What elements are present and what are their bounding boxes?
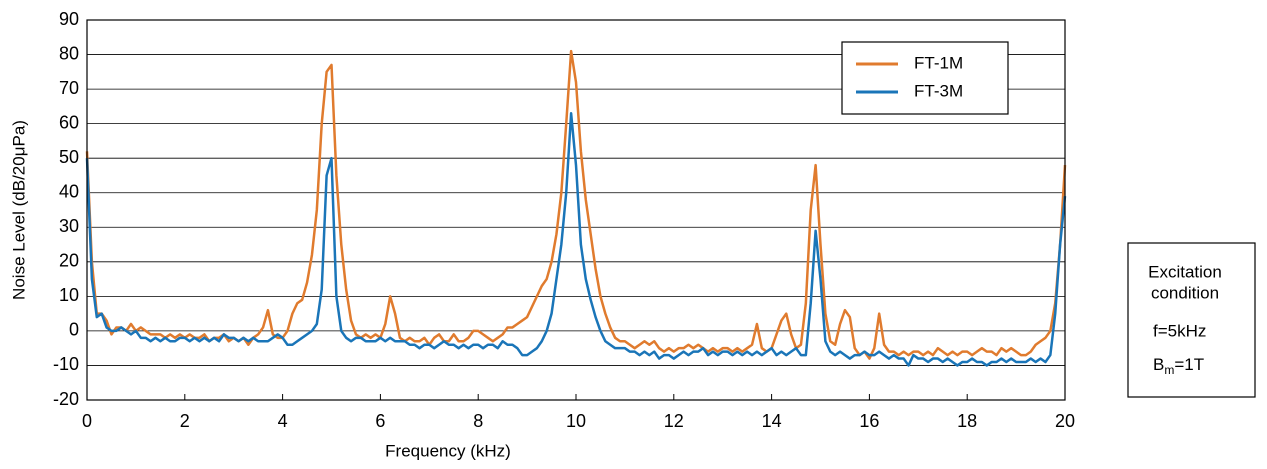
x-tick-label: 16: [859, 411, 879, 431]
legend-box: [841, 41, 1009, 115]
x-tick-label: 2: [180, 411, 190, 431]
x-tick-label: 20: [1055, 411, 1075, 431]
legend-label: FT-1M: [914, 53, 963, 72]
y-tick-label: 80: [59, 43, 79, 63]
annotation-text: f=5kHz: [1153, 321, 1206, 340]
annotation-base: B: [1153, 355, 1164, 374]
x-tick-label: 12: [664, 411, 684, 431]
y-axis-label: Noise Level (dB/20μPa): [9, 120, 28, 300]
annotation-box: [1127, 242, 1256, 398]
x-tick-label: 10: [566, 411, 586, 431]
annotation-rest: =1T: [1174, 355, 1204, 374]
y-tick-label: 60: [59, 112, 79, 132]
y-tick-label: 90: [59, 9, 79, 29]
annotation-text: Excitation: [1148, 262, 1222, 281]
y-tick-label: 30: [59, 216, 79, 236]
annotation-subscript: m: [1164, 363, 1174, 377]
series-line: [85, 112, 1067, 367]
y-tick-label: 20: [59, 251, 79, 271]
annotation-text: condition: [1151, 283, 1219, 302]
y-tick-label: -20: [53, 389, 79, 409]
x-tick-label: 18: [957, 411, 977, 431]
legend-label: FT-3M: [914, 81, 963, 100]
plot-frame: [86, 19, 1066, 401]
x-tick-label: 8: [473, 411, 483, 431]
x-axis-label: Frequency (kHz): [385, 441, 511, 460]
x-tick-label: 4: [278, 411, 288, 431]
y-tick-label: -10: [53, 354, 79, 374]
series-line: [85, 49, 1067, 360]
x-tick-label: 0: [82, 411, 92, 431]
y-tick-label: 0: [69, 320, 79, 340]
x-tick-label: 6: [375, 411, 385, 431]
y-tick-label: 10: [59, 285, 79, 305]
y-tick-label: 70: [59, 78, 79, 98]
annotation-text: Bm=1T: [1153, 355, 1204, 377]
x-tick-label: 14: [762, 411, 782, 431]
y-tick-label: 50: [59, 147, 79, 167]
y-tick-label: 40: [59, 181, 79, 201]
